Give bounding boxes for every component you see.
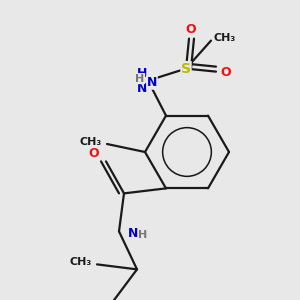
Text: N: N [147,76,157,89]
Text: H
N: H N [137,67,147,94]
Text: H: H [135,74,145,84]
Text: O: O [186,23,196,36]
Text: O: O [221,66,231,79]
Text: S: S [181,61,191,76]
Text: O: O [89,147,99,160]
Text: N: N [128,227,138,240]
Text: H: H [138,230,148,240]
Text: CH₃: CH₃ [214,33,236,43]
Text: CH₃: CH₃ [80,137,102,147]
Text: CH₃: CH₃ [70,257,92,267]
